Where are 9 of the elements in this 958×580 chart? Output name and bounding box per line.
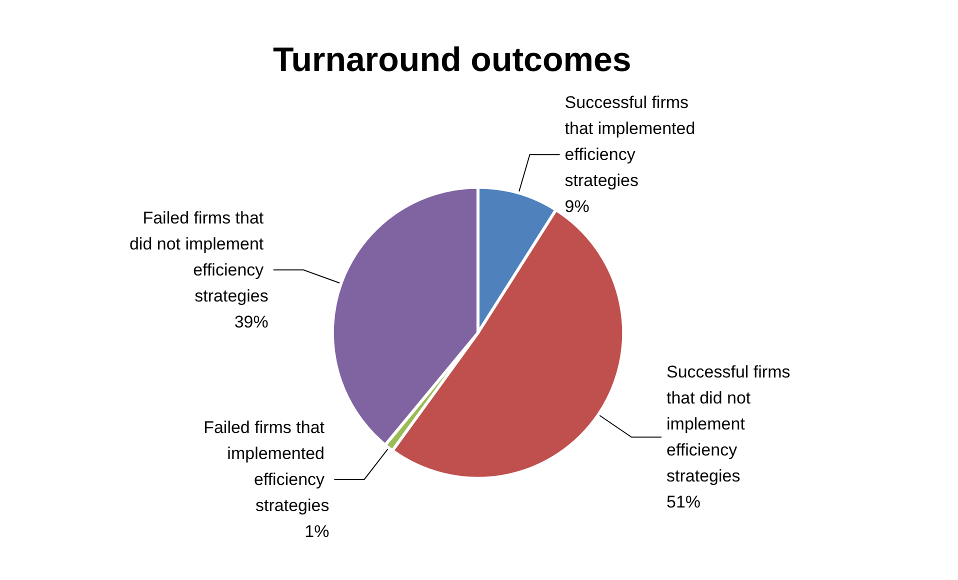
data-label: 51% [666,492,701,512]
data-label: 1% [304,522,330,541]
slice-label: Successful firms that implemented efficiency strategies [564,93,700,190]
slice-label: Successful firms that did not implement efficiency strategies [666,362,795,486]
data-label: 9% [564,197,590,216]
data-label: 39% [234,312,268,332]
slice-label: Failed firms that did not implement efficiency strategies [129,208,268,306]
chart-title: Turnaround outcomes [273,41,632,79]
slice-label: Failed firms that implemented efficiency strategies [204,418,330,515]
